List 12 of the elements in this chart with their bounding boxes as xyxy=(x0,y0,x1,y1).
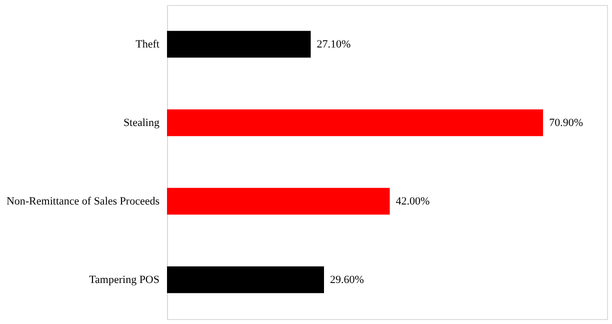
y-tick-label: Non-Remittance of Sales Proceeds xyxy=(6,195,160,208)
data-label: 70.90% xyxy=(549,116,583,129)
y-tick-label: Stealing xyxy=(123,116,160,129)
data-label: 42.00% xyxy=(396,195,430,208)
y-tick-label: Theft xyxy=(136,38,160,50)
bar xyxy=(167,109,544,136)
bar xyxy=(167,266,324,294)
data-label: 27.10% xyxy=(316,38,351,50)
bar xyxy=(167,30,311,58)
bar xyxy=(167,188,390,215)
y-tick-label: Tampering POS xyxy=(89,274,160,286)
data-label: 29.60% xyxy=(330,274,364,286)
